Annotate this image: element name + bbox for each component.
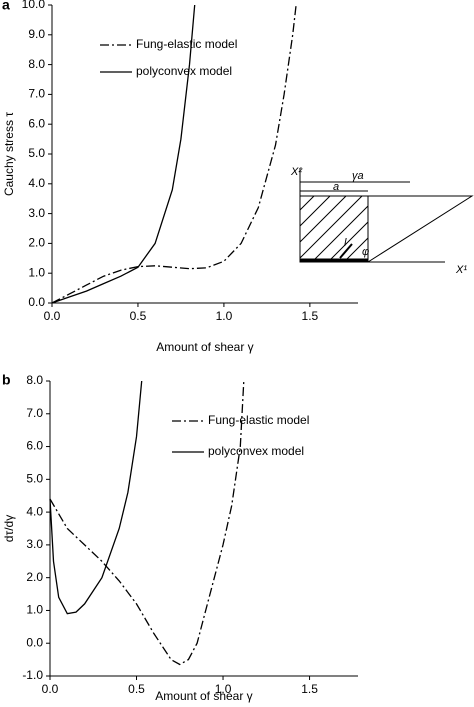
y-tick-label: 10.0 — [22, 0, 46, 11]
y-tick-label: 3.0 — [26, 537, 43, 551]
y-tick-label: 6.0 — [26, 439, 43, 453]
y-tick-label: 3.0 — [28, 206, 45, 220]
inset-vector — [339, 243, 353, 259]
y-tick-label: 8.0 — [28, 57, 45, 71]
panel-label: b — [2, 372, 11, 388]
panel-label: a — [2, 0, 10, 13]
y-tick-label: 2.0 — [26, 570, 43, 584]
y-axis-label: Cauchy stress τ — [2, 112, 16, 196]
legend-label: polyconvex model — [136, 64, 232, 78]
y-tick-label: 5.0 — [26, 472, 43, 486]
inset-hatch — [299, 195, 369, 263]
y-tick-label: 2.0 — [28, 236, 45, 250]
data-line — [49, 380, 245, 666]
x-axis-label: Amount of shear γ — [155, 689, 252, 703]
y-tick-label: -1.0 — [22, 668, 43, 682]
data-line — [51, 4, 297, 304]
data-line — [51, 4, 196, 304]
inset-label: γa — [352, 170, 364, 182]
x-tick-label: 0.0 — [44, 309, 61, 323]
inset-label: l — [344, 237, 347, 249]
y-tick-label: 7.0 — [28, 87, 45, 101]
y-tick-label: 4.0 — [26, 504, 43, 518]
x-tick-label: 0.0 — [42, 682, 59, 696]
x-tick-label: 0.5 — [128, 682, 145, 696]
inset-label: X¹ — [455, 264, 467, 276]
y-axis-label: dτ/dγ — [2, 515, 16, 542]
inset-diagram — [299, 168, 474, 263]
y-tick-label: 1.0 — [26, 603, 43, 617]
x-tick-label: 1.0 — [215, 682, 232, 696]
y-tick-label: 8.0 — [26, 373, 43, 387]
data-line — [49, 380, 143, 615]
x-tick-label: 0.5 — [130, 309, 147, 323]
x-axis-label: Amount of shear γ — [156, 340, 253, 354]
inset-label: a — [333, 181, 339, 193]
inset-parallelogram — [300, 195, 474, 263]
y-tick-label: 9.0 — [28, 27, 45, 41]
inset-square — [299, 195, 369, 263]
inset-label: φ — [362, 246, 369, 258]
inset-label: X² — [290, 166, 302, 178]
x-tick-label: 1.5 — [302, 309, 319, 323]
x-tick-label: 1.0 — [216, 309, 233, 323]
y-tick-label: 7.0 — [26, 406, 43, 420]
legend-label: Fung-elastic model — [208, 413, 309, 427]
legend-label: polyconvex model — [208, 444, 304, 458]
x-tick-label: 1.5 — [301, 682, 318, 696]
y-tick-label: 0.0 — [28, 295, 45, 309]
y-tick-label: 4.0 — [28, 176, 45, 190]
y-tick-label: 0.0 — [26, 635, 43, 649]
y-tick-label: 6.0 — [28, 116, 45, 130]
y-tick-label: 1.0 — [28, 265, 45, 279]
y-tick-label: 5.0 — [28, 146, 45, 160]
legend-label: Fung-elastic model — [136, 37, 237, 51]
